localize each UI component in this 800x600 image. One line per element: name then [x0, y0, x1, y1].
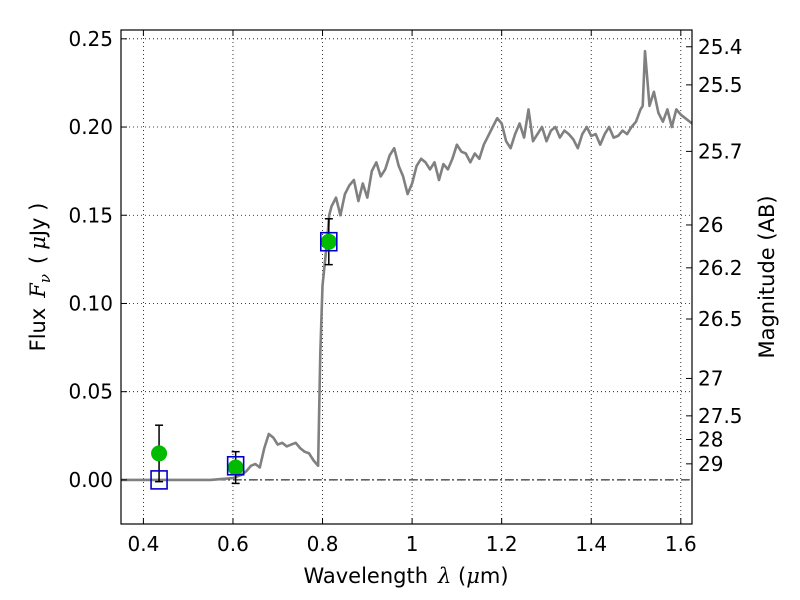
- y-tick-label: 0.25: [68, 27, 113, 51]
- x-tick-label: 1.6: [665, 532, 697, 556]
- x-tick-label: 1.2: [486, 532, 518, 556]
- grid: [121, 30, 692, 524]
- x-tick-label: 1.4: [575, 532, 607, 556]
- y-axis-label: FluxFν(μJy ): [26, 203, 54, 352]
- spectrum-line: [121, 49, 693, 482]
- photometry-point: [320, 233, 337, 250]
- y2-tick-label: 25.5: [698, 73, 743, 97]
- y2-tick-label: 27.5: [698, 404, 743, 428]
- series-layer: [121, 49, 693, 490]
- y2-tick-label: 26: [698, 213, 723, 237]
- y-tick-label: 0.00: [68, 468, 113, 492]
- plot-frame: [120, 29, 693, 525]
- photometry-point: [151, 445, 168, 462]
- x-tick-label: 0.6: [217, 532, 249, 556]
- y2-axis-label: Magnitude (AB): [755, 195, 779, 358]
- y2-tick-label: 28: [698, 427, 723, 451]
- y-tick-label: 0.20: [68, 115, 113, 139]
- y2-tick-label: 27: [698, 366, 723, 390]
- x-tick-label: 0.8: [307, 532, 339, 556]
- y2-tick-label: 29: [698, 452, 723, 476]
- y2-tick-label: 25.7: [698, 139, 743, 163]
- y-axis-ticks: 0.00 0.05 0.10 0.15 0.20 0.25: [68, 27, 127, 492]
- x-tick-label: 1: [406, 532, 419, 556]
- model-point: [319, 231, 338, 252]
- y-tick-label: 0.10: [68, 291, 113, 315]
- x-tick-label: 0.4: [127, 532, 159, 556]
- y2-tick-label: 26.2: [698, 256, 743, 280]
- y2-tick-label: 26.5: [698, 307, 743, 331]
- y-tick-label: 0.05: [68, 380, 113, 404]
- model-point: [150, 470, 168, 490]
- photometry-point: [227, 459, 244, 476]
- model-point: [226, 455, 245, 476]
- x-axis-label: Wavelength λ (μm): [303, 564, 508, 588]
- y-tick-label: 0.15: [68, 203, 113, 227]
- y2-tick-label: 25.4: [698, 35, 743, 59]
- x-axis-ticks: 0.4 0.6 0.8 1 1.2 1.4 1.6: [127, 30, 697, 556]
